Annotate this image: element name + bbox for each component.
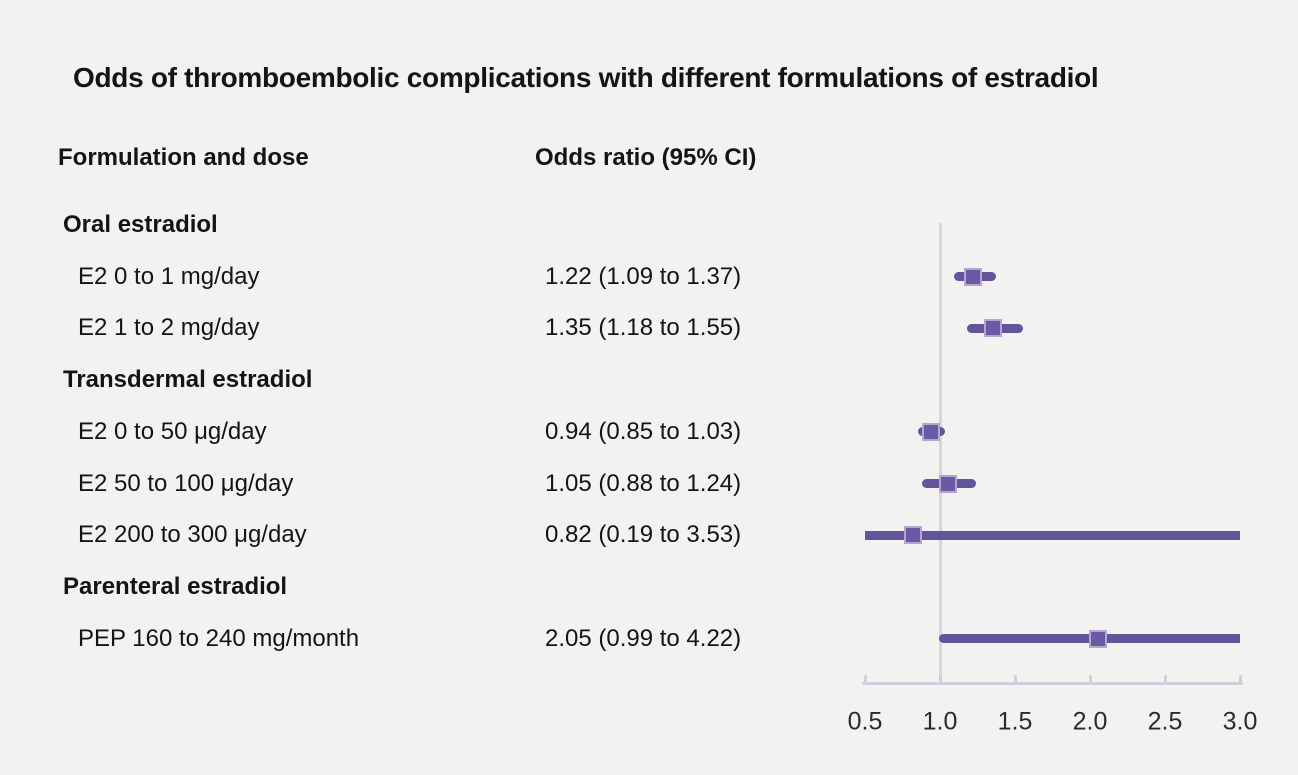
row-label: E2 0 to 50 μg/day [78, 417, 267, 445]
row-label: E2 0 to 1 mg/day [78, 262, 260, 290]
group-label: Oral estradiol [63, 211, 218, 238]
x-axis-tick-label: 2.5 [1147, 707, 1183, 736]
row-label: E2 200 to 300 μg/day [78, 521, 307, 549]
group-label: Parenteral estradiol [63, 572, 288, 600]
x-axis-tick [1238, 675, 1242, 685]
row-or-value: 1.22 (1.09 to 1.37) [545, 262, 742, 290]
x-axis-tick-label: 1.0 [922, 707, 958, 736]
column-header-formulation: Formulation and dose [58, 144, 309, 171]
group-label: Transdermal estradiol [63, 366, 313, 394]
or-marker [938, 474, 957, 493]
chart-title: Odds of thromboembolic complications wit… [73, 62, 1099, 93]
x-axis-tick [938, 675, 942, 685]
x-axis-tick-label: 3.0 [1222, 707, 1258, 736]
row-label: E2 50 to 100 μg/day [78, 469, 294, 497]
row-label: PEP 160 to 240 mg/month [78, 624, 360, 652]
x-axis-line [862, 682, 1243, 685]
x-axis-tick-label: 2.0 [1072, 707, 1108, 736]
ci-line [865, 530, 1240, 540]
x-axis-tick [1163, 675, 1167, 685]
or-marker [983, 319, 1002, 338]
row-label: E2 1 to 2 mg/day [78, 314, 260, 342]
row-or-value: 0.82 (0.19 to 3.53) [545, 521, 742, 549]
x-axis-tick-label: 1.5 [997, 707, 1033, 736]
reference-line [938, 223, 942, 683]
row-or-value: 1.35 (1.18 to 1.55) [545, 314, 742, 342]
column-header-odds-ratio: Odds ratio (95% CI) [535, 144, 757, 171]
x-axis-tick [1013, 675, 1017, 685]
or-marker [964, 267, 982, 286]
or-marker [904, 526, 922, 545]
row-or-value: 2.05 (0.99 to 4.22) [545, 624, 742, 652]
row-or-value: 0.94 (0.85 to 1.03) [545, 417, 742, 445]
row-or-value: 1.05 (0.88 to 1.24) [545, 469, 742, 497]
x-axis-tick-label: 0.5 [847, 707, 883, 736]
or-marker [922, 422, 940, 441]
or-marker [1088, 629, 1107, 648]
x-axis-tick [1088, 675, 1092, 685]
x-axis-tick [863, 675, 867, 685]
